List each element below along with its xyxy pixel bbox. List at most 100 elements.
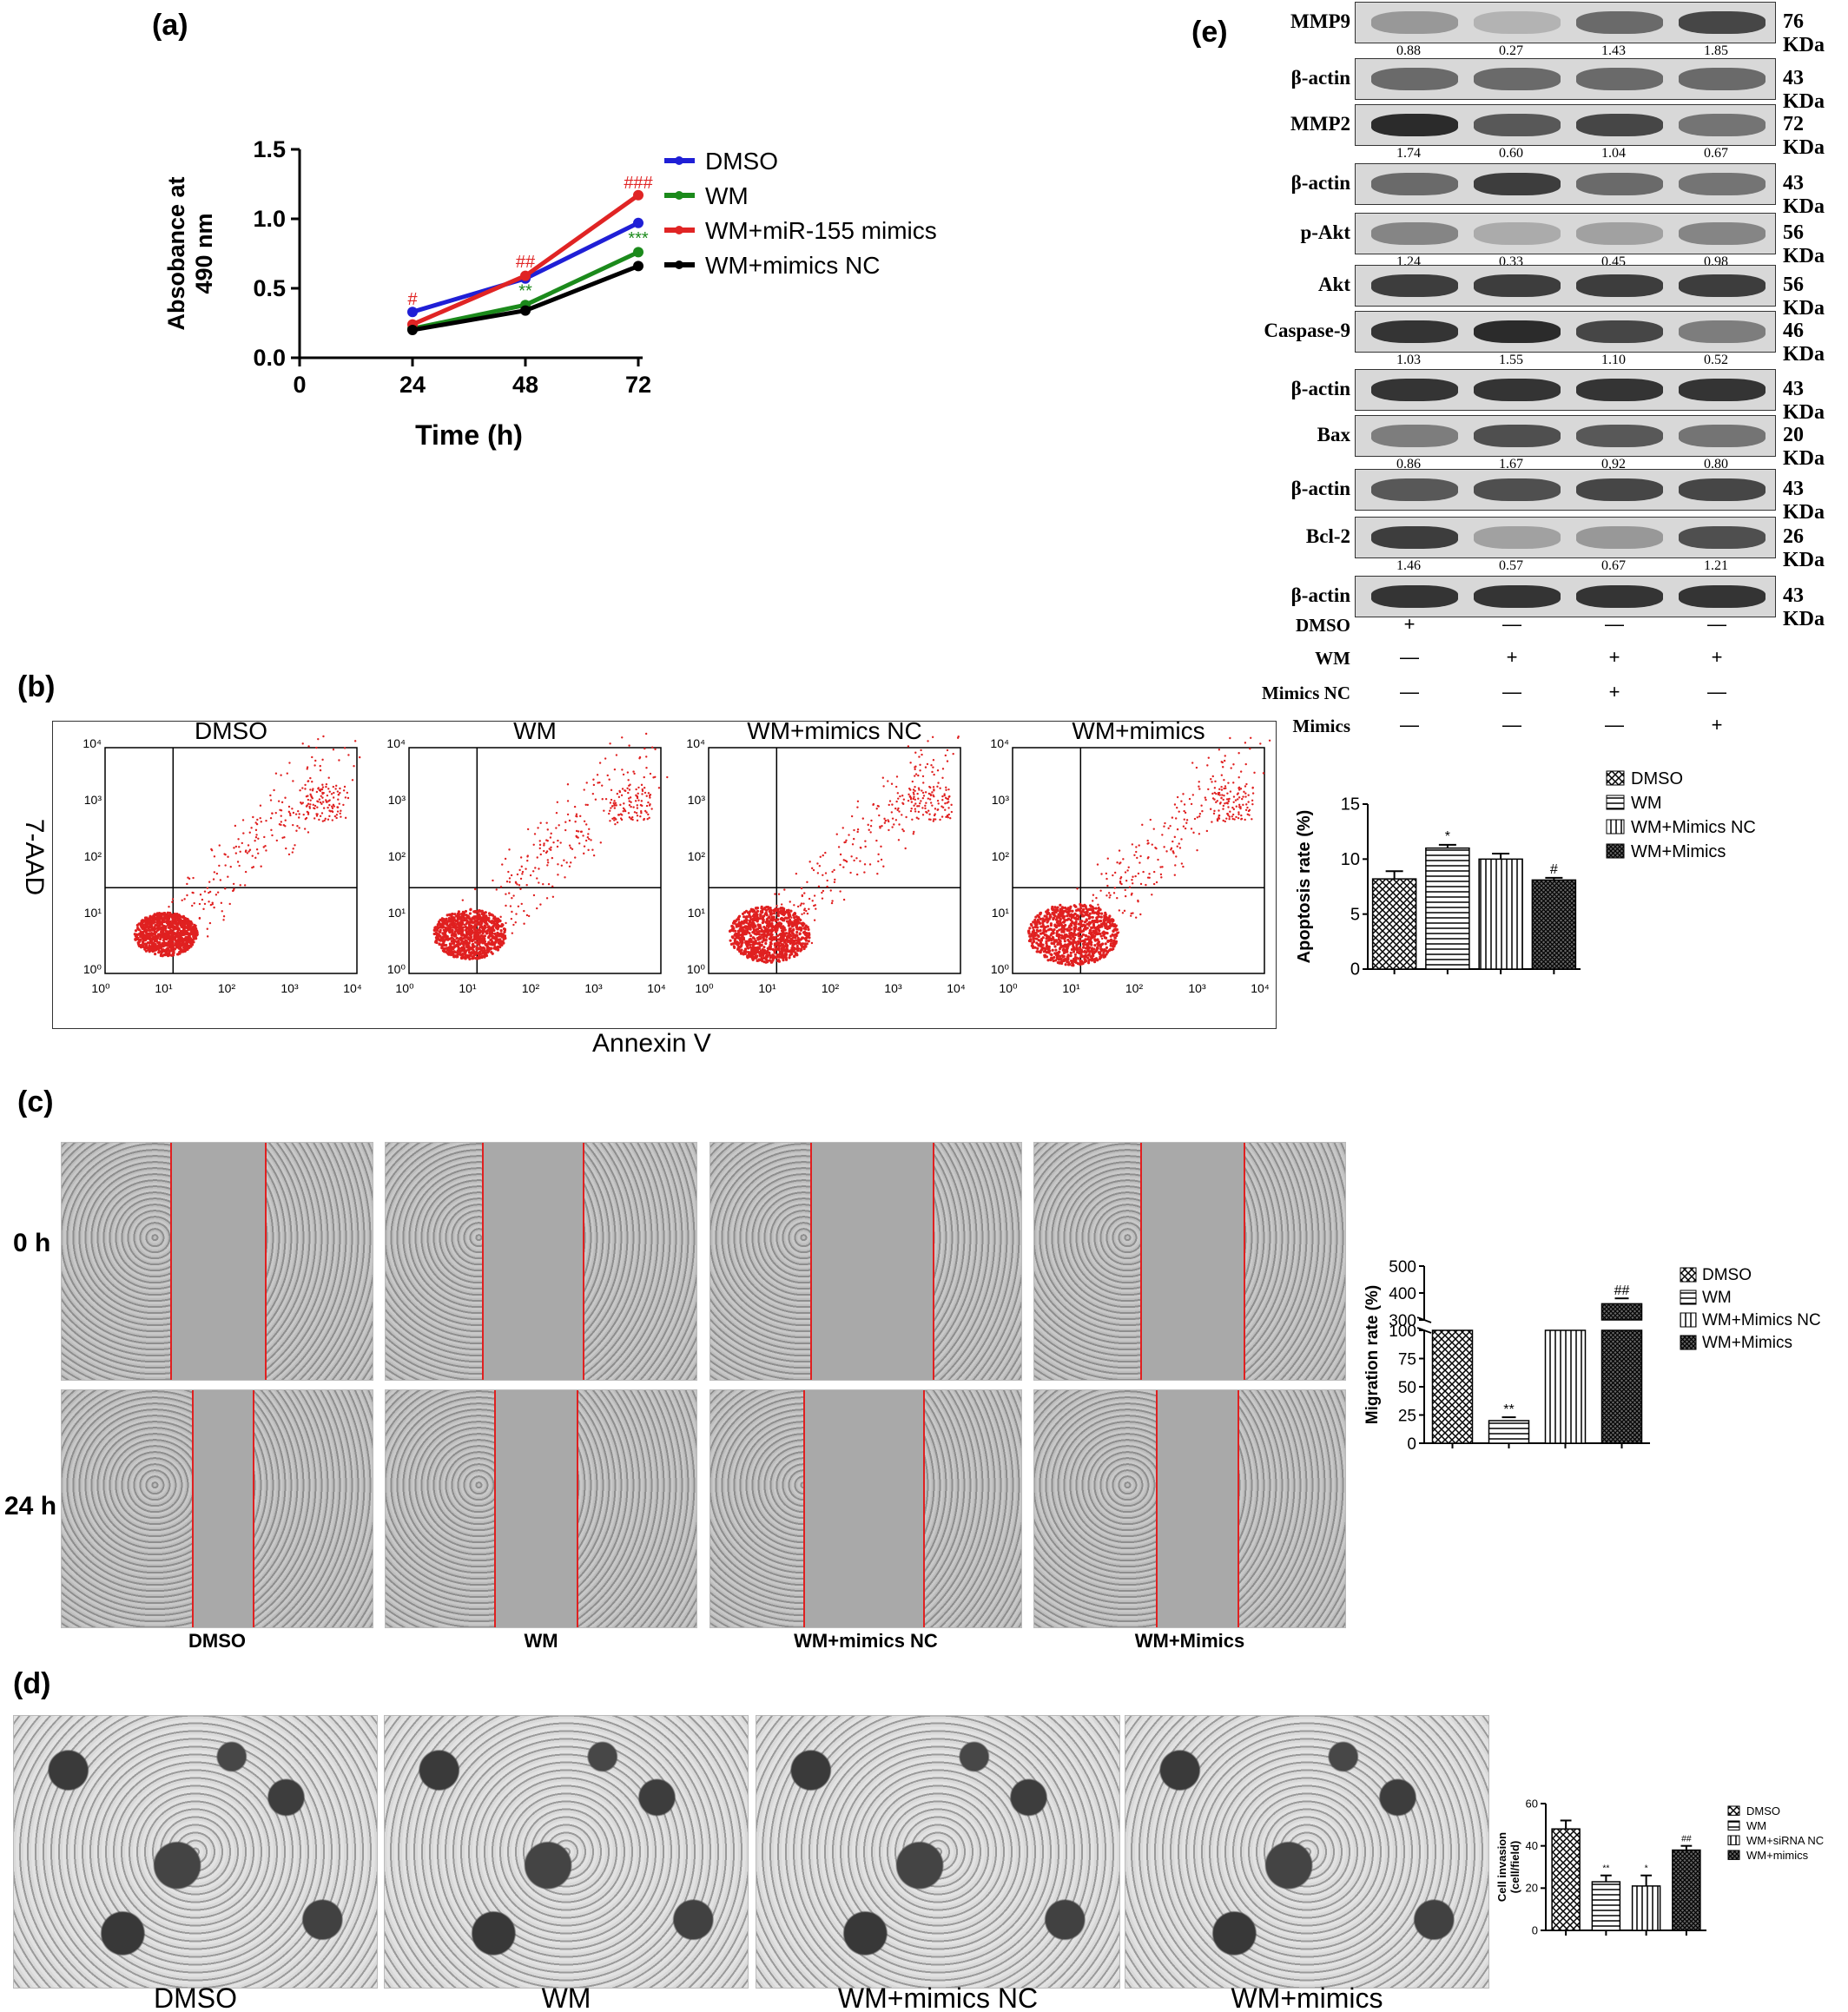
blot-strip bbox=[1355, 469, 1776, 511]
significance-mark: ** bbox=[518, 282, 532, 301]
invasion-image bbox=[13, 1715, 378, 1989]
blot-kda-label: 43 KDa bbox=[1783, 584, 1825, 630]
flow-plot-title: WM+mimics bbox=[1072, 722, 1204, 744]
flow-y-tick: 10¹ bbox=[992, 906, 1010, 920]
y-tick-label: 1.5 bbox=[253, 136, 286, 162]
bar bbox=[1591, 1881, 1621, 1931]
blot-quant-value: 0.57 bbox=[1499, 558, 1523, 573]
flow-y-tick: 10¹ bbox=[688, 906, 706, 920]
treatment-sign: — bbox=[1605, 613, 1624, 635]
scratch-wound-area bbox=[1155, 1390, 1240, 1627]
blot-band bbox=[1576, 11, 1663, 34]
flow-plot: WM+mimics NC 10⁰ 10⁰ 10¹ 10¹ 10² 10² 10³ 10³ 10⁴ 1… bbox=[686, 722, 965, 995]
x-tick-label: 0 bbox=[293, 372, 306, 398]
y-axis-title: Cell invasion(cell/field) bbox=[1495, 1832, 1521, 1902]
blot-band bbox=[1576, 526, 1663, 549]
significance-mark: # bbox=[407, 290, 418, 309]
blot-quant-value: 1.43 bbox=[1601, 43, 1626, 58]
y-tick-label: 0 bbox=[1532, 1923, 1538, 1936]
blot-band bbox=[1371, 11, 1458, 34]
flow-plot-frame bbox=[104, 747, 358, 974]
flow-x-tick: 10² bbox=[522, 981, 540, 995]
bar bbox=[1551, 1828, 1581, 1931]
flow-x-tick: 10⁴ bbox=[1251, 981, 1270, 995]
legend-swatch bbox=[1680, 1312, 1697, 1328]
flow-y-tick: 10² bbox=[388, 849, 406, 863]
y-tick-label: 50 bbox=[1398, 1379, 1416, 1397]
scratch-image bbox=[385, 1142, 697, 1381]
treatment-sign: — bbox=[1502, 613, 1521, 635]
y-tick-label: 0 bbox=[1350, 960, 1360, 980]
legend-label: WM+Mimics NC bbox=[1631, 818, 1756, 837]
blot-strip bbox=[1355, 2, 1776, 43]
data-point bbox=[520, 270, 531, 281]
legend-label: WM+Mimics bbox=[1631, 842, 1726, 861]
blot-row-label: Caspase-9 bbox=[1264, 320, 1350, 341]
blot-band bbox=[1679, 320, 1766, 343]
x-axis-title: Time (h) bbox=[415, 419, 523, 451]
blot-band bbox=[1474, 585, 1561, 608]
y-tick-label: 75 bbox=[1398, 1351, 1416, 1369]
blot-row-label: β-actin bbox=[1290, 378, 1350, 399]
flow-xlabel: Annexin V bbox=[592, 1029, 711, 1058]
blot-band bbox=[1474, 173, 1561, 195]
legend-label: WM+miR-155 mimics bbox=[705, 217, 937, 244]
x-tick-label: 24 bbox=[399, 372, 426, 398]
blot-band bbox=[1576, 585, 1663, 608]
treatment-sign: + bbox=[1608, 646, 1620, 668]
scratch-row-label-0h: 0 h bbox=[13, 1229, 51, 1257]
bar bbox=[1371, 878, 1417, 970]
flow-x-tick: 10¹ bbox=[459, 981, 477, 995]
blot-strip bbox=[1355, 311, 1776, 353]
blot-band bbox=[1371, 526, 1458, 549]
flow-x-tick: 10³ bbox=[280, 981, 299, 995]
blot-kda-label: 72 KDa bbox=[1783, 113, 1825, 159]
significance-mark: * bbox=[1645, 1864, 1648, 1874]
data-point bbox=[407, 325, 418, 335]
blot-band bbox=[1679, 585, 1766, 608]
blot-band bbox=[1474, 274, 1561, 297]
flow-y-tick: 10² bbox=[84, 849, 102, 863]
flow-y-tick: 10¹ bbox=[84, 906, 102, 920]
flow-y-tick: 10² bbox=[688, 849, 706, 863]
blot-band bbox=[1474, 320, 1561, 343]
flow-plot-title: WM+mimics NC bbox=[747, 722, 921, 744]
blot-quant-value: 1.03 bbox=[1396, 353, 1421, 367]
scratch-image bbox=[61, 1389, 373, 1628]
invasion-column-label: WM bbox=[541, 1982, 591, 2012]
blot-band bbox=[1576, 379, 1663, 401]
blot-quant-value: 1.10 bbox=[1601, 353, 1626, 367]
treatment-sign: — bbox=[1400, 681, 1419, 703]
flow-x-tick: 10¹ bbox=[155, 981, 173, 995]
y-tick-label: 60 bbox=[1526, 1797, 1538, 1810]
apoptosis-bar-chart: 0 5 10 15 DMSO * WM WM+Mimics NC # WM+Mimics Apopt… bbox=[1295, 769, 1756, 980]
data-point bbox=[633, 261, 644, 272]
flow-y-tick: 10⁴ bbox=[386, 736, 406, 750]
treatment-sign: + bbox=[1711, 714, 1723, 736]
y-axis-title: Apoptosis rate (%) bbox=[1295, 810, 1314, 964]
legend-label: DMSO bbox=[1631, 769, 1683, 788]
flow-y-tick: 10² bbox=[992, 849, 1010, 863]
blot-quant-value: 0.67 bbox=[1704, 146, 1728, 161]
blot-row-label: Bax bbox=[1317, 424, 1350, 445]
blot-kda-label: 56 KDa bbox=[1783, 221, 1825, 267]
treatment-sign: + bbox=[1711, 646, 1723, 668]
flow-x-tick: 10⁰ bbox=[999, 981, 1018, 995]
blot-strip bbox=[1355, 58, 1776, 100]
y-tick-label: 300 bbox=[1389, 1312, 1416, 1330]
blot-band bbox=[1474, 222, 1561, 245]
legend-label: WM+mimics NC bbox=[705, 252, 880, 279]
scratch-wound-area bbox=[192, 1390, 254, 1627]
blot-band bbox=[1576, 320, 1663, 343]
scratch-image bbox=[1033, 1389, 1346, 1628]
invasion-image bbox=[1125, 1715, 1489, 1989]
legend-swatch bbox=[1727, 1835, 1740, 1845]
flow-x-tick: 10⁰ bbox=[695, 981, 714, 995]
flow-x-tick: 10¹ bbox=[758, 981, 776, 995]
bar bbox=[1544, 1329, 1587, 1444]
flow-x-tick: 10³ bbox=[584, 981, 603, 995]
flow-plot-frame bbox=[408, 747, 662, 974]
treatment-sign: — bbox=[1707, 613, 1726, 635]
flow-plot-frame bbox=[708, 747, 961, 974]
flow-plot: DMSO 10⁰ 10⁰ 10¹ 10¹ 10² 10² 10³ 10³ 10⁴ 10⁴ bbox=[82, 722, 361, 995]
